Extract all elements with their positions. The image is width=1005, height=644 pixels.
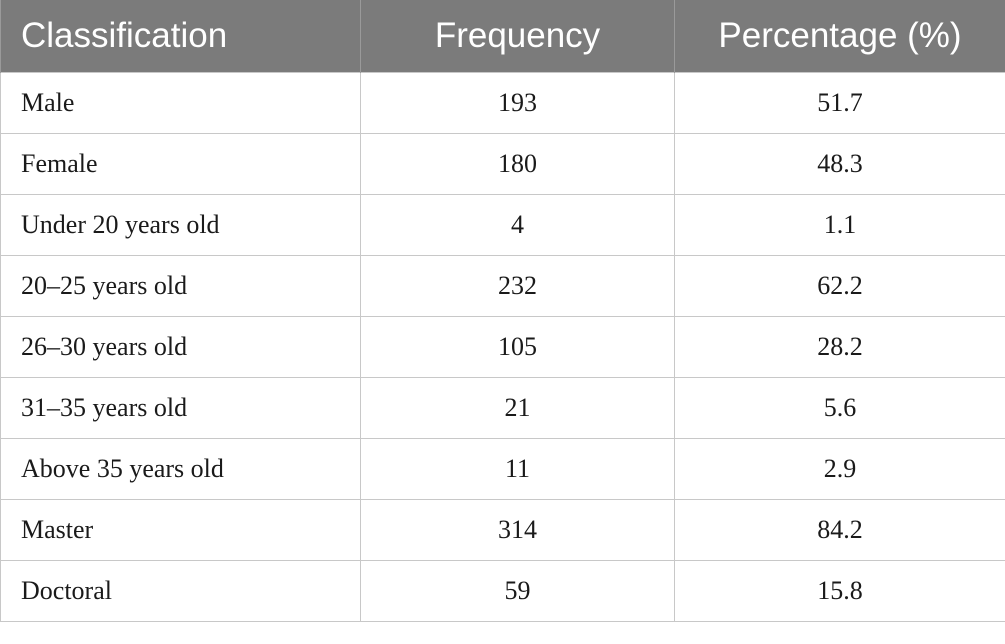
cell-frequency: 21 (360, 377, 675, 439)
cell-frequency: 4 (360, 194, 675, 256)
table-body: Male 193 51.7 Female 180 48.3 Under 20 y… (0, 72, 1005, 622)
header-row: Classification Frequency Percentage (%) (0, 0, 1005, 73)
cell-percentage: 51.7 (674, 72, 1005, 134)
table-row: Above 35 years old 11 2.9 (0, 438, 1005, 500)
cell-frequency: 314 (360, 499, 675, 561)
cell-classification: Male (0, 72, 361, 134)
table-header: Classification Frequency Percentage (%) (0, 0, 1005, 73)
cell-percentage: 48.3 (674, 133, 1005, 195)
cell-classification: 26–30 years old (0, 316, 361, 378)
cell-percentage: 5.6 (674, 377, 1005, 439)
cell-classification: 31–35 years old (0, 377, 361, 439)
cell-percentage: 28.2 (674, 316, 1005, 378)
cell-frequency: 180 (360, 133, 675, 195)
cell-classification: Above 35 years old (0, 438, 361, 500)
header-percentage: Percentage (%) (674, 0, 1005, 73)
demographics-table: Classification Frequency Percentage (%) … (0, 0, 1005, 622)
cell-frequency: 11 (360, 438, 675, 500)
demographics-table-container: Classification Frequency Percentage (%) … (0, 0, 1005, 622)
cell-percentage: 84.2 (674, 499, 1005, 561)
table-row: Master 314 84.2 (0, 499, 1005, 561)
cell-frequency: 232 (360, 255, 675, 317)
cell-percentage: 1.1 (674, 194, 1005, 256)
cell-classification: Master (0, 499, 361, 561)
cell-classification: 20–25 years old (0, 255, 361, 317)
table-row: Male 193 51.7 (0, 72, 1005, 134)
table-row: 26–30 years old 105 28.2 (0, 316, 1005, 378)
cell-classification: Doctoral (0, 560, 361, 622)
header-classification: Classification (0, 0, 361, 73)
cell-frequency: 59 (360, 560, 675, 622)
table-row: Female 180 48.3 (0, 133, 1005, 195)
cell-frequency: 105 (360, 316, 675, 378)
table-row: Under 20 years old 4 1.1 (0, 194, 1005, 256)
header-frequency: Frequency (360, 0, 675, 73)
cell-percentage: 15.8 (674, 560, 1005, 622)
cell-classification: Under 20 years old (0, 194, 361, 256)
cell-percentage: 62.2 (674, 255, 1005, 317)
table-row: 31–35 years old 21 5.6 (0, 377, 1005, 439)
cell-classification: Female (0, 133, 361, 195)
table-row: Doctoral 59 15.8 (0, 560, 1005, 622)
cell-percentage: 2.9 (674, 438, 1005, 500)
table-row: 20–25 years old 232 62.2 (0, 255, 1005, 317)
cell-frequency: 193 (360, 72, 675, 134)
